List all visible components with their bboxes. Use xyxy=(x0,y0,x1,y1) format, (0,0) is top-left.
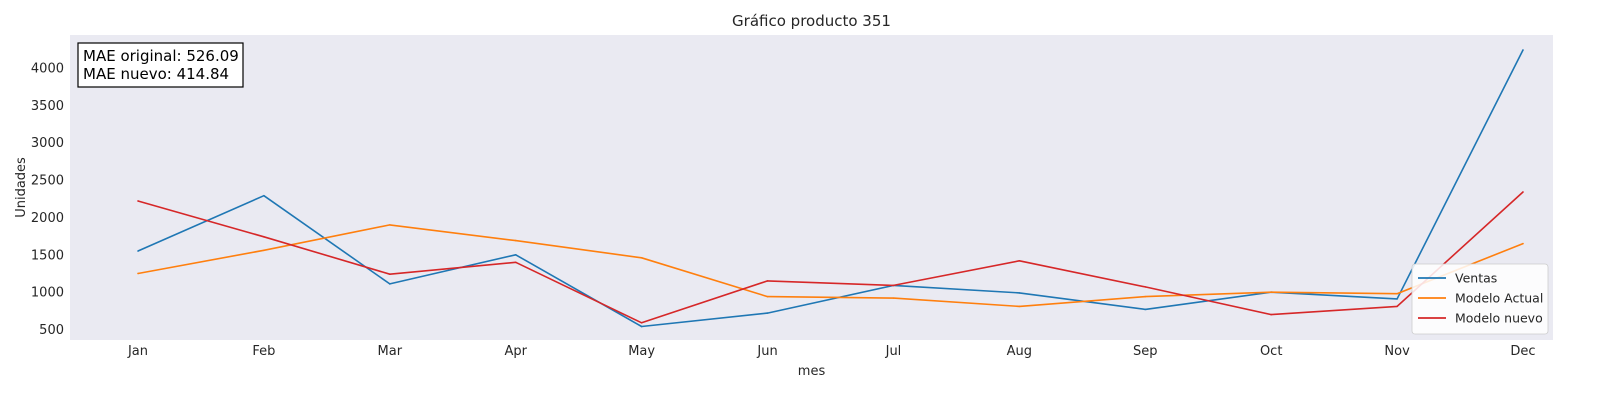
annotation-mae-nuevo: MAE nuevo: 414.84 xyxy=(83,65,229,83)
y-tick-label: 2000 xyxy=(31,211,64,226)
data-point xyxy=(766,280,769,282)
y-tick-label: 3500 xyxy=(31,99,64,114)
data-point xyxy=(640,322,643,324)
data-point xyxy=(640,256,643,259)
chart-title: Gráfico producto 351 xyxy=(732,12,891,30)
data-point xyxy=(1270,313,1272,316)
annotation-box xyxy=(77,42,244,88)
x-tick-label: Oct xyxy=(1260,344,1282,359)
legend: Ventas Modelo Actual Modelo nuevo xyxy=(1411,263,1549,335)
data-point xyxy=(1396,305,1398,308)
legend-label: Modelo nuevo xyxy=(1455,311,1543,326)
mae-annotation: MAE original: 526.09 MAE nuevo: 414.84 xyxy=(77,42,244,88)
data-point xyxy=(1522,49,1524,51)
legend-label: Modelo Actual xyxy=(1455,291,1543,306)
data-point xyxy=(514,261,517,264)
y-axis-label: Unidades xyxy=(14,157,29,218)
annotation-mae-original: MAE original: 526.09 xyxy=(83,47,239,65)
data-point xyxy=(263,236,265,238)
series-line-3 xyxy=(137,191,1524,324)
y-tick-label: 1000 xyxy=(31,286,64,301)
data-point xyxy=(137,200,139,202)
y-tick-label: 2500 xyxy=(31,174,64,189)
y-tick-label: 1500 xyxy=(31,248,64,263)
series-line-2 xyxy=(137,224,1524,308)
y-tick-label: 3000 xyxy=(31,136,64,151)
legend-box xyxy=(1411,263,1549,335)
data-point xyxy=(263,249,265,252)
y-axis-ticks: 500 1000 1500 2000 2500 3000 3500 4000 xyxy=(31,61,64,338)
x-tick-label: Dec xyxy=(1510,344,1535,359)
data-point xyxy=(892,297,895,299)
data-point xyxy=(1144,295,1147,298)
data-point xyxy=(1144,308,1147,311)
data-point xyxy=(640,325,643,328)
x-tick-label: May xyxy=(628,344,655,359)
x-tick-label: Jul xyxy=(885,344,902,359)
data-point xyxy=(137,272,139,275)
y-tick-label: 4000 xyxy=(31,61,64,76)
data-point xyxy=(1270,291,1272,293)
data-point xyxy=(1396,298,1398,300)
data-point xyxy=(137,250,139,252)
x-tick-label: Mar xyxy=(378,344,403,359)
x-tick-label: Apr xyxy=(504,344,527,359)
data-point xyxy=(389,273,391,276)
x-tick-label: Jun xyxy=(756,344,777,359)
data-point xyxy=(514,253,517,256)
data-point xyxy=(389,224,391,226)
legend-label: Ventas xyxy=(1455,271,1497,286)
data-point xyxy=(389,283,391,285)
data-point xyxy=(1018,305,1021,308)
x-tick-label: Sep xyxy=(1133,344,1158,359)
data-point xyxy=(514,239,517,242)
x-axis-ticks: Jan Feb Mar Apr May Jun Jul Aug Sep Oct Nov Dec xyxy=(127,344,1536,359)
x-tick-label: Aug xyxy=(1007,344,1032,359)
data-point xyxy=(1522,191,1524,193)
data-point xyxy=(263,194,265,197)
data-point xyxy=(1522,242,1524,245)
x-tick-label: Jan xyxy=(127,344,148,359)
data-point xyxy=(1018,292,1021,294)
series-line-1 xyxy=(137,49,1524,328)
x-tick-label: Nov xyxy=(1384,344,1410,359)
x-tick-label: Feb xyxy=(252,344,275,359)
data-point xyxy=(1396,292,1398,295)
data-point xyxy=(766,312,769,314)
data-point xyxy=(892,284,895,287)
data-point xyxy=(766,295,769,298)
series-lines xyxy=(137,49,1524,328)
x-axis-label: mes xyxy=(798,364,826,379)
data-point xyxy=(1144,286,1147,288)
plot-area xyxy=(70,35,1553,340)
y-tick-label: 500 xyxy=(39,323,64,338)
data-point xyxy=(1018,259,1021,262)
